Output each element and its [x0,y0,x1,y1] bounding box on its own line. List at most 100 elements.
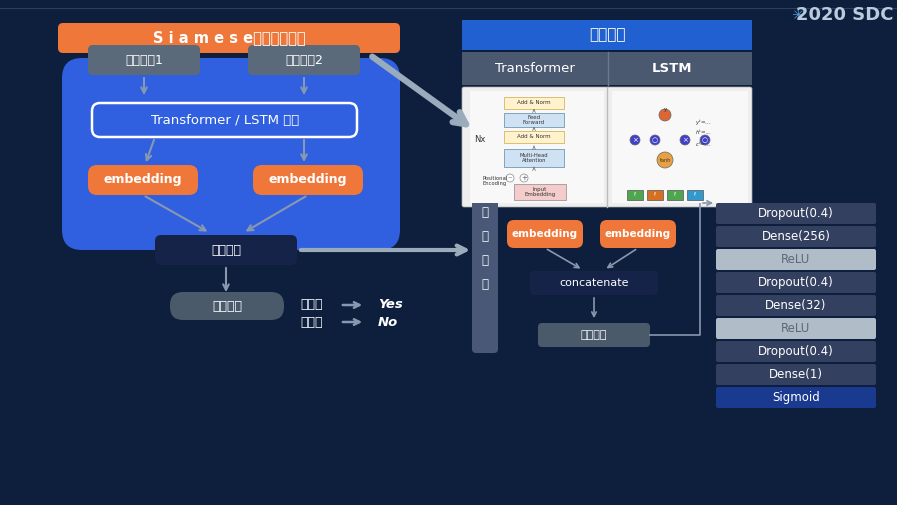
FancyBboxPatch shape [716,341,876,362]
Text: f: f [674,192,676,197]
FancyBboxPatch shape [716,226,876,247]
FancyBboxPatch shape [88,165,198,195]
Bar [627,190,643,200]
Text: $y^t$=...: $y^t$=... [695,118,711,128]
Text: +: + [521,175,527,181]
Text: 本人概率: 本人概率 [212,299,242,313]
FancyBboxPatch shape [716,387,876,408]
FancyBboxPatch shape [538,323,650,347]
Text: 用户行为1: 用户行为1 [125,54,163,67]
Text: concatenate: concatenate [559,278,629,288]
Text: embedding: embedding [269,174,347,186]
Text: embedding: embedding [605,229,671,239]
Bar [612,91,748,203]
Text: Multi-Head
Attention: Multi-Head Attention [519,153,548,164]
Circle shape [700,135,710,145]
FancyBboxPatch shape [716,295,876,316]
FancyBboxPatch shape [462,87,752,207]
Bar [504,113,564,127]
Text: 特征对比: 特征对比 [580,330,607,340]
FancyBboxPatch shape [462,52,752,85]
Text: Dropout(0.4): Dropout(0.4) [758,345,834,358]
Text: y: y [664,108,666,113]
Text: ReLU: ReLU [781,253,811,266]
Text: ×: × [632,137,638,143]
Text: 比: 比 [482,207,489,220]
Bar [504,131,564,143]
Circle shape [506,174,514,182]
FancyBboxPatch shape [716,364,876,385]
FancyBboxPatch shape [716,272,876,293]
Text: Dropout(0.4): Dropout(0.4) [758,276,834,289]
Bar [514,184,566,200]
Text: ○: ○ [652,137,658,143]
Text: Feed
Forward: Feed Forward [523,115,545,125]
Circle shape [650,135,660,145]
Text: ×: × [682,137,688,143]
Text: ~: ~ [508,176,512,180]
Text: embedding: embedding [104,174,182,186]
FancyBboxPatch shape [600,220,676,248]
FancyBboxPatch shape [472,198,498,353]
Text: Input
Embedding: Input Embedding [525,187,555,197]
Text: 络: 络 [482,278,489,291]
Text: Dense(32): Dense(32) [765,299,827,312]
Text: Dense(256): Dense(256) [762,230,831,243]
Circle shape [520,174,528,182]
Bar [504,149,564,167]
FancyBboxPatch shape [253,165,363,195]
FancyBboxPatch shape [62,58,400,250]
Circle shape [657,152,673,168]
Text: Add & Norm: Add & Norm [518,134,551,139]
Text: Dropout(0.4): Dropout(0.4) [758,207,834,220]
Text: Yes: Yes [378,298,403,312]
Text: Transformer: Transformer [495,63,575,76]
FancyBboxPatch shape [92,103,357,137]
Circle shape [659,109,671,121]
FancyBboxPatch shape [248,45,360,75]
FancyBboxPatch shape [170,292,284,320]
FancyBboxPatch shape [716,318,876,339]
Text: ○: ○ [702,137,708,143]
Text: f: f [654,192,656,197]
Text: Nx: Nx [475,135,485,144]
FancyBboxPatch shape [88,45,200,75]
Text: embedding: embedding [512,229,578,239]
FancyBboxPatch shape [716,203,876,224]
Bar [647,190,663,200]
Text: S i a m e s e神经网络框架: S i a m e s e神经网络框架 [152,30,305,45]
Text: 用户行为2: 用户行为2 [285,54,323,67]
Text: 2020 SDC: 2020 SDC [797,6,893,24]
Text: No: No [378,316,398,328]
Text: Transformer / LSTM 网络: Transformer / LSTM 网络 [151,114,299,126]
Text: $h^t$=...: $h^t$=... [695,129,712,137]
Text: f: f [694,192,696,197]
FancyBboxPatch shape [530,271,658,295]
FancyBboxPatch shape [716,249,876,270]
Text: Positional
Encoding: Positional Encoding [482,176,507,186]
Text: f: f [634,192,636,197]
Bar [687,190,703,200]
FancyBboxPatch shape [58,23,400,53]
Bar [504,97,564,109]
Text: ✳: ✳ [792,8,805,23]
Text: 比较网络: 比较网络 [211,243,241,257]
Text: 较: 较 [482,230,489,243]
Bar [667,190,683,200]
Bar [470,91,604,203]
FancyBboxPatch shape [507,220,583,248]
Text: 概率高: 概率高 [300,298,323,312]
Text: ReLU: ReLU [781,322,811,335]
Text: Sigmoid: Sigmoid [772,391,820,404]
FancyBboxPatch shape [462,20,752,50]
Text: tanh: tanh [659,158,671,163]
Circle shape [680,135,690,145]
FancyBboxPatch shape [155,235,297,265]
Text: Add & Norm: Add & Norm [518,100,551,106]
Text: LSTM: LSTM [652,63,692,76]
Text: 网: 网 [482,255,489,268]
Text: 概率低: 概率低 [300,316,323,328]
Text: 网络模块: 网络模块 [588,27,625,42]
Circle shape [630,135,640,145]
Text: Dense(1): Dense(1) [769,368,823,381]
